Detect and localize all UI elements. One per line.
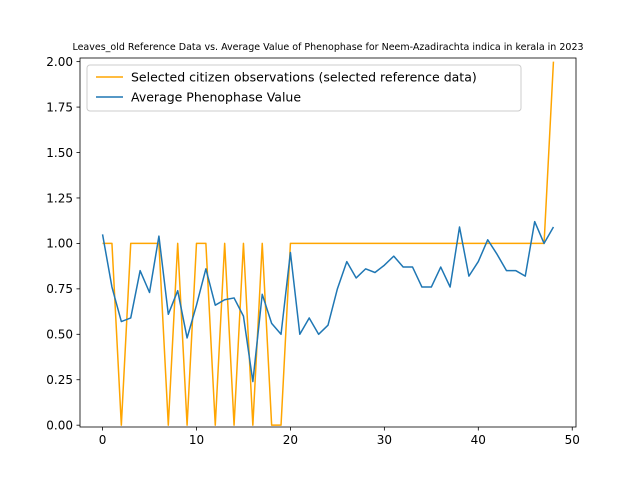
chart-title: Leaves_old Reference Data vs. Average Va… xyxy=(72,42,583,53)
y-tick-label: 0.50 xyxy=(46,328,73,342)
x-tick-label: 20 xyxy=(283,433,298,447)
series-line-1 xyxy=(101,220,555,383)
legend-box xyxy=(86,64,522,112)
y-axis: 0.00 0.25 0.50 0.75 1.00 1.25 1.50 1.75 2.00 xyxy=(46,55,80,432)
x-tick-label: 0 xyxy=(99,433,107,447)
series-line-0 xyxy=(102,61,555,426)
legend-label-1: Average Phenophase Value xyxy=(131,90,301,105)
x-tick-label: 50 xyxy=(565,433,580,447)
x-tick-label: 10 xyxy=(189,433,204,447)
y-tick-label: 1.25 xyxy=(46,191,73,205)
y-tick-label: 1.75 xyxy=(46,100,73,114)
y-tick-label: 0.25 xyxy=(46,373,73,387)
legend: Selected citizen observations (selected … xyxy=(86,64,522,112)
legend-label-0: Selected citizen observations (selected … xyxy=(131,70,477,85)
y-tick-label: 1.50 xyxy=(46,146,73,160)
plot-area-frame xyxy=(79,57,577,428)
y-tick-label: 0.00 xyxy=(46,418,73,432)
x-tick-label: 30 xyxy=(377,433,392,447)
x-axis: 0 10 20 30 40 50 xyxy=(99,427,580,447)
y-tick-label: 2.00 xyxy=(46,55,73,69)
y-tick-label: 1.00 xyxy=(46,237,73,251)
x-tick-label: 40 xyxy=(471,433,486,447)
series-layer xyxy=(101,61,555,426)
y-tick-label: 0.75 xyxy=(46,282,73,296)
